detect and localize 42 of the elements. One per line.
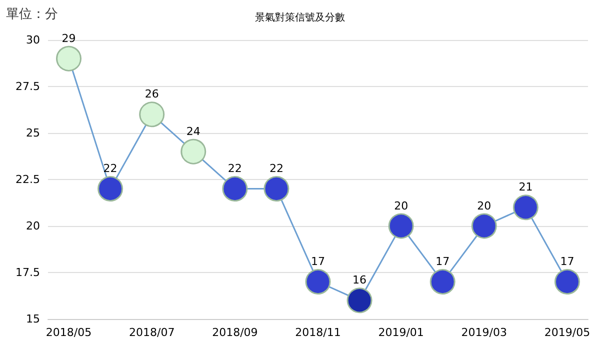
x-tick-label: 2019/03 [461, 326, 508, 339]
x-tick-label: 2019/05 [544, 326, 590, 339]
chart-title: 景氣對策信號及分數 [255, 12, 345, 24]
x-tick-label: 2019/01 [378, 326, 424, 339]
point [554, 269, 580, 295]
data-label: 16 [352, 274, 367, 287]
data-label: 20 [477, 199, 492, 212]
x-tick-label: 2018/11 [295, 326, 341, 339]
x-tick-label: 2018/05 [46, 326, 92, 339]
x-tick-label: 2018/09 [212, 326, 258, 339]
y-tick-label: 17.5 [16, 266, 40, 279]
point [264, 176, 290, 202]
data-label: 17 [560, 255, 574, 268]
data-label: 17 [311, 255, 325, 268]
data-label: 21 [518, 180, 533, 194]
x-tick-label: 2018/07 [128, 326, 175, 339]
y-tick-label: 30 [26, 34, 40, 46]
point [305, 269, 331, 295]
point [222, 176, 248, 202]
point [180, 138, 206, 164]
point [388, 213, 414, 239]
point [471, 213, 497, 239]
point [98, 176, 124, 202]
y-tick-label: 22.5 [16, 173, 40, 186]
point [346, 288, 372, 314]
y-tick-label: 20 [26, 220, 40, 232]
point [512, 194, 538, 220]
y-tick-label: 15 [26, 312, 40, 326]
data-label: 22 [103, 162, 118, 176]
data-label: 24 [186, 124, 200, 138]
point [56, 46, 82, 72]
data-label: 26 [144, 88, 159, 101]
point [430, 269, 456, 295]
data-label: 22 [269, 162, 284, 176]
y-tick-label: 27.5 [16, 80, 40, 93]
data-label: 22 [228, 162, 242, 176]
point [139, 102, 165, 128]
data-label: 20 [394, 199, 408, 212]
y-axis-title: 單位：分 [6, 7, 58, 22]
data-label: 29 [62, 32, 76, 45]
y-tick-label: 25 [26, 126, 40, 140]
data-label: 17 [436, 255, 450, 268]
